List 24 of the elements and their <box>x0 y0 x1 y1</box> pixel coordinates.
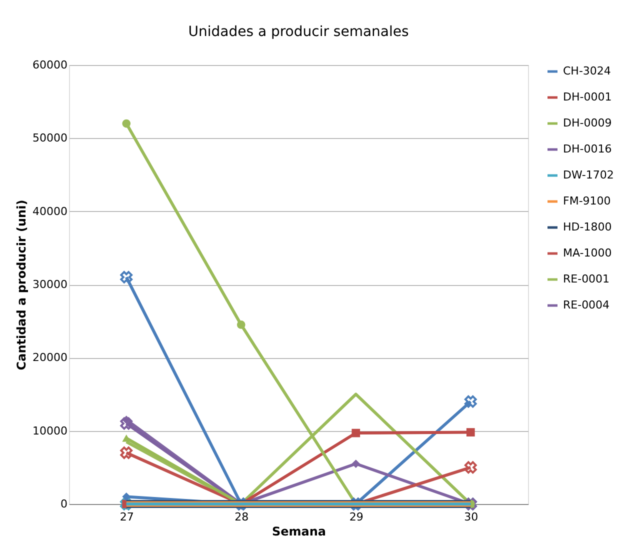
y-tick-label: 0 <box>60 498 68 510</box>
y-tick-label: 50000 <box>32 132 68 145</box>
y-axis-title: Cantidad a producir (uni) <box>14 200 29 370</box>
y-tick-label: 20000 <box>32 351 68 364</box>
y-tick-label: 40000 <box>32 204 68 218</box>
legend-label: DH-0016 <box>563 142 612 156</box>
legend-label: DW-1702 <box>563 168 614 182</box>
legend-label: FM-9100 <box>563 194 611 208</box>
legend-label: HD-1800 <box>563 220 612 234</box>
legend-label: DH-0001 <box>563 90 612 104</box>
x-tick-label: 30 <box>464 510 478 524</box>
legend-label: RE-0001 <box>563 272 610 286</box>
y-tick-label: 30000 <box>32 278 68 291</box>
x-tick-label: 29 <box>349 510 364 524</box>
legend-label: CH-3024 <box>563 64 611 78</box>
y-tick-label: 60000 <box>32 58 68 72</box>
x-axis-title: Semana <box>272 524 326 538</box>
x-tick-label: 27 <box>120 510 134 524</box>
y-tick-label: 10000 <box>32 424 68 438</box>
legend-label: DH-0009 <box>563 116 612 130</box>
legend-label: MA-1000 <box>563 246 612 260</box>
x-tick-label: 28 <box>234 510 249 524</box>
legend-label: RE-0004 <box>563 298 610 312</box>
chart-title: Unidades a producir semanales <box>188 24 409 40</box>
